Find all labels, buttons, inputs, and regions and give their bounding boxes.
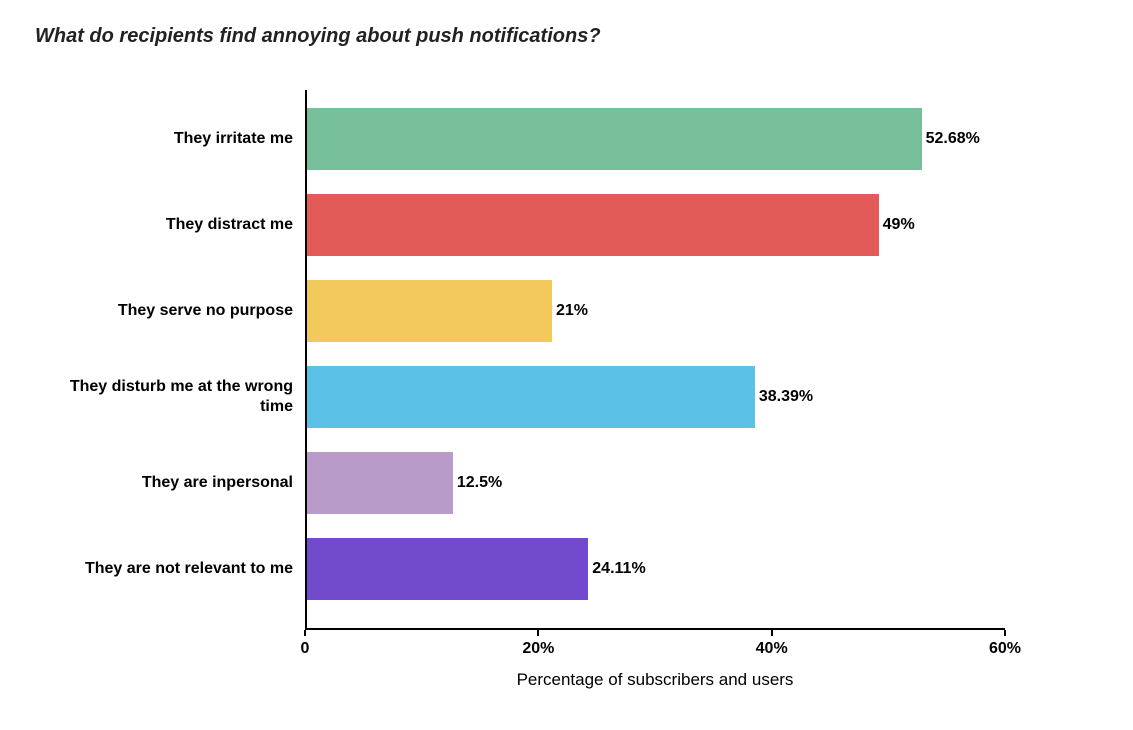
bar-value-label: 52.68%: [926, 130, 980, 148]
x-tick-mark: [304, 630, 306, 636]
plot-area: Percentage of subscribers and users 020%…: [305, 90, 1005, 630]
bar-row: They are inpersonal12.5%: [305, 452, 1005, 514]
bar: [307, 366, 755, 428]
x-tick-mark: [771, 630, 773, 636]
bar-row: They irritate me52.68%: [305, 108, 1005, 170]
bar: [307, 280, 552, 342]
x-axis-line: [305, 628, 1005, 630]
bar-value-label: 49%: [883, 216, 915, 234]
x-tick-label: 40%: [756, 640, 788, 658]
bar: [307, 194, 879, 256]
category-label: They are inpersonal: [33, 473, 293, 493]
page: What do recipients find annoying about p…: [0, 0, 1133, 730]
x-tick-label: 60%: [989, 640, 1021, 658]
bar: [307, 108, 922, 170]
chart-title: What do recipients find annoying about p…: [35, 25, 601, 48]
category-label: They are not relevant to me: [33, 559, 293, 579]
bar-row: They distract me49%: [305, 194, 1005, 256]
x-tick-mark: [537, 630, 539, 636]
bar-row: They are not relevant to me24.11%: [305, 538, 1005, 600]
category-label: They serve no purpose: [33, 301, 293, 321]
category-label: They disturb me at the wrong time: [33, 377, 293, 417]
bar-value-label: 12.5%: [457, 474, 502, 492]
bar-row: They disturb me at the wrong time38.39%: [305, 366, 1005, 428]
x-tick-label: 20%: [522, 640, 554, 658]
x-axis-label: Percentage of subscribers and users: [517, 670, 794, 690]
bar-value-label: 21%: [556, 302, 588, 320]
category-label: They irritate me: [33, 129, 293, 149]
bar-value-label: 38.39%: [759, 388, 813, 406]
bar-value-label: 24.11%: [592, 560, 645, 578]
category-label: They distract me: [33, 215, 293, 235]
bar: [307, 538, 588, 600]
x-tick-label: 0: [301, 640, 310, 658]
bar: [307, 452, 453, 514]
x-tick-mark: [1004, 630, 1006, 636]
bar-row: They serve no purpose21%: [305, 280, 1005, 342]
